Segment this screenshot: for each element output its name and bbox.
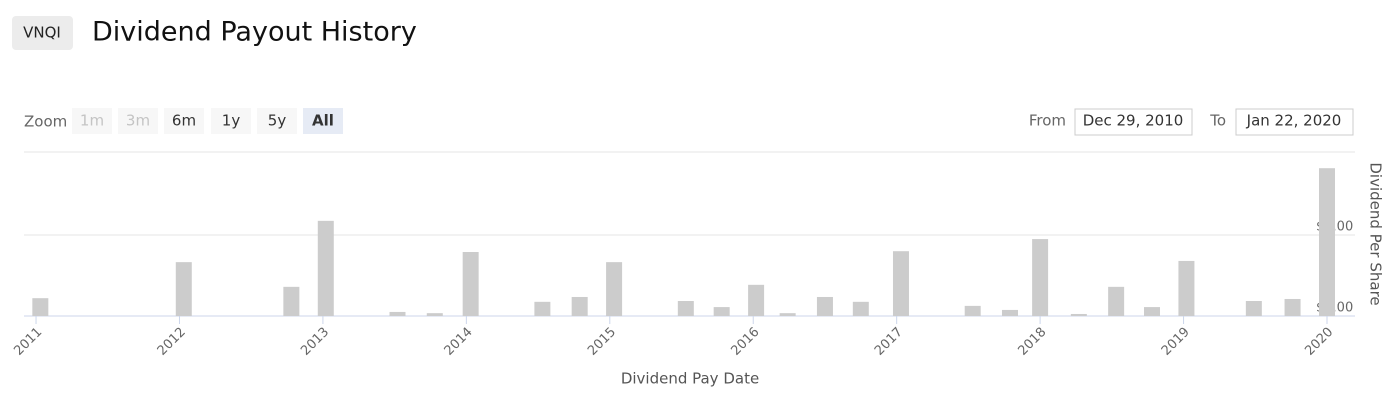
y-axis-title: Dividend Per Share [1367,162,1385,305]
x-tick-label: 2018 [1015,325,1049,359]
bar [1001,309,1018,316]
zoom-button-label: 3m [126,112,150,130]
zoom-label: Zoom [24,113,67,131]
x-tick-label: 2014 [442,325,476,359]
x-tick-label: 2012 [155,325,189,359]
zoom-button: 1m [72,108,112,134]
x-tick-label: 2019 [1159,325,1193,359]
x-tick-label: 2013 [298,325,332,359]
zoom-button-label[interactable]: 6m [172,112,196,130]
zoom-button-bg[interactable] [257,108,297,134]
zoom-button[interactable]: 5y [257,108,297,134]
zoom-button-bg[interactable] [303,108,343,134]
zoom-button-bg [118,108,158,134]
bar [32,298,49,316]
zoom-button: 3m [118,108,158,134]
bar [606,262,623,316]
x-tick-label: 2020 [1302,325,1336,359]
plot: $0.00$2.00201120122013201420152016201720… [11,168,1355,359]
x-tick-label: 2016 [729,325,763,359]
from-value[interactable]: Dec 29, 2010 [1083,112,1184,130]
bar [1108,286,1125,316]
bar [1178,260,1195,316]
to-label: To [1209,112,1226,130]
to-input[interactable] [1235,108,1354,136]
bar [1032,239,1049,316]
from-label: From [1029,112,1066,130]
bar [892,251,909,316]
bar [1284,298,1301,316]
zoom-button[interactable]: All [303,108,343,134]
ticker-badge [12,16,73,50]
zoom-button-label[interactable]: 5y [268,112,287,130]
zoom-button-bg [72,108,112,134]
bar [1245,301,1262,316]
chart-title: Dividend Payout History [92,17,417,48]
bar [462,252,479,316]
bar [175,262,192,316]
zoom-buttons: 1m 3m 6m 1y 5y All [72,108,343,134]
bar [677,301,694,316]
bar [534,301,551,316]
bar [779,313,796,316]
x-tick-label: 2017 [872,325,906,359]
bar [852,301,869,316]
zoom-button[interactable]: 1y [211,108,251,134]
zoom-button-label[interactable]: 1y [222,112,241,130]
bar [713,307,730,316]
zoom-button[interactable]: 6m [164,108,204,134]
bar [1070,313,1087,316]
zoom-button-label: 1m [80,112,104,130]
bar [283,286,300,316]
bar [1318,168,1335,316]
zoom-button-bg[interactable] [164,108,204,134]
from-input[interactable] [1074,108,1193,136]
bar [389,311,406,316]
bar [964,305,981,316]
x-tick-label: 2015 [585,325,619,359]
bar [816,296,833,316]
ticker: VNQI [23,24,61,42]
zoom-button-label[interactable]: All [312,112,334,130]
bar [317,220,334,316]
x-tick-label: 2011 [11,325,45,359]
bar [748,284,765,316]
bar [426,313,443,316]
x-axis-title: Dividend Pay Date [621,370,759,388]
zoom-button-bg[interactable] [211,108,251,134]
to-value[interactable]: Jan 22, 2020 [1246,112,1342,130]
bar [571,296,588,316]
bar [1143,307,1160,316]
